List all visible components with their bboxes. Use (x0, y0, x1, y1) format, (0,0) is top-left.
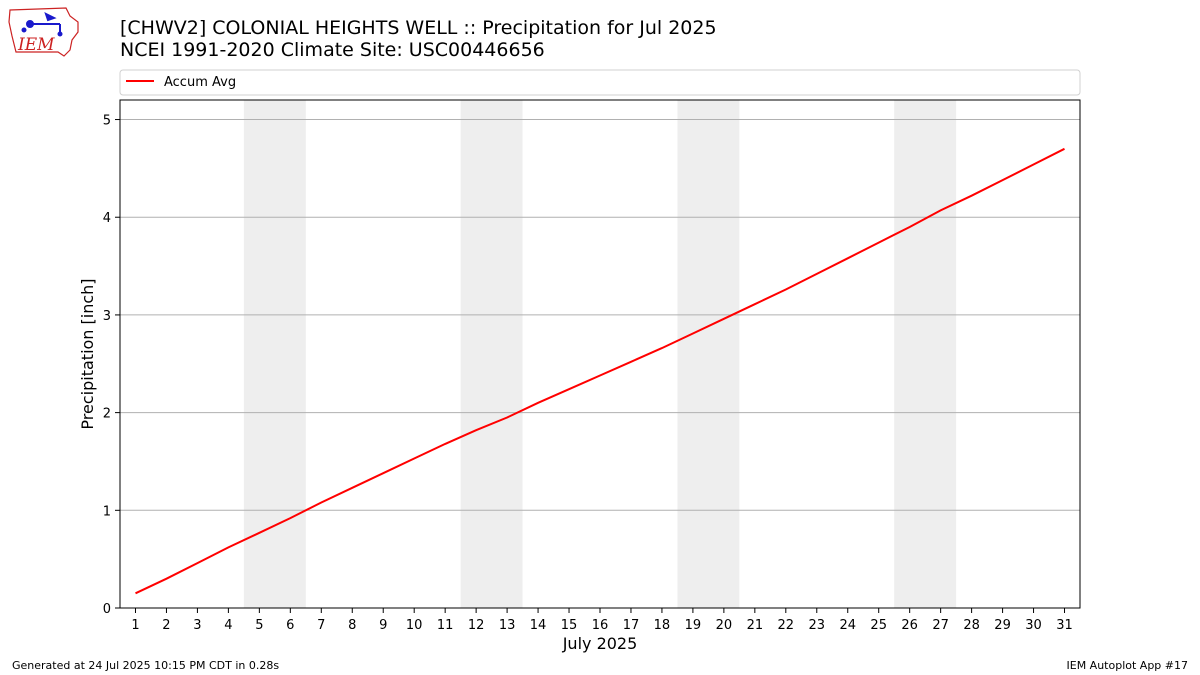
weekend-band (894, 100, 957, 608)
y-tick-label: 0 (103, 602, 111, 617)
x-tick-label: 20 (716, 618, 733, 633)
x-tick-label: 23 (809, 618, 826, 633)
y-axis-label: Precipitation [inch] (78, 278, 97, 429)
y-tick-label: 4 (103, 211, 111, 226)
x-tick-label: 5 (255, 618, 263, 633)
y-tick-label: 1 (103, 504, 111, 519)
x-tick-label: 3 (193, 618, 201, 633)
x-tick-label: 26 (901, 618, 918, 633)
x-tick-label: 16 (592, 618, 609, 633)
x-tick-label: 6 (286, 618, 294, 633)
x-tick-label: 21 (747, 618, 764, 633)
y-tick-label: 2 (103, 407, 111, 422)
x-tick-label: 25 (870, 618, 887, 633)
x-tick-label: 10 (406, 618, 423, 633)
chart-subtitle: NCEI 1991-2020 Climate Site: USC00446656 (120, 39, 545, 61)
weather-station-icon (21, 12, 63, 37)
x-tick-label: 7 (317, 618, 325, 633)
x-tick-label: 14 (530, 618, 547, 633)
legend-entry: Accum Avg (164, 75, 236, 90)
x-tick-label: 24 (839, 618, 856, 633)
legend-box (119, 69, 1081, 96)
x-tick-label: 12 (468, 618, 485, 633)
x-tick-label: 8 (348, 618, 356, 633)
y-tick-label: 3 (103, 309, 111, 324)
weekend-band (243, 100, 306, 608)
generated-timestamp: Generated at 24 Jul 2025 10:15 PM CDT in… (12, 659, 280, 672)
weekend-band (460, 100, 523, 608)
series-line-accum-avg (135, 147, 1065, 595)
x-tick-label: 1 (131, 618, 139, 633)
x-tick-label: 9 (379, 618, 387, 633)
x-tick-label: 27 (932, 618, 949, 633)
x-tick-label: 30 (1025, 618, 1042, 633)
x-tick-label: 17 (623, 618, 640, 633)
x-tick-label: 19 (685, 618, 702, 633)
x-tick-label: 22 (778, 618, 795, 633)
iowa-outline-icon (8, 7, 79, 57)
x-tick-label: 28 (963, 618, 980, 633)
x-tick-label: 2 (162, 618, 170, 633)
y-tick-label: 5 (103, 114, 111, 129)
app-credit: IEM Autoplot App #17 (1066, 659, 1189, 672)
logo-text: IEM (17, 35, 55, 55)
x-tick-label: 11 (437, 618, 454, 633)
legend: Accum Avg (119, 69, 1081, 96)
x-tick-label: 31 (1056, 618, 1073, 633)
weekend-band (677, 100, 740, 608)
x-axis-label: July 2025 (562, 634, 638, 653)
x-tick-label: 4 (224, 618, 232, 633)
x-tick-label: 15 (561, 618, 578, 633)
iem-logo: IEM (8, 7, 79, 57)
x-tick-label: 29 (994, 618, 1011, 633)
x-tick-label: 13 (499, 618, 516, 633)
x-tick-label: 18 (654, 618, 671, 633)
chart-title: [CHWV2] COLONIAL HEIGHTS WELL :: Precipi… (120, 17, 717, 39)
